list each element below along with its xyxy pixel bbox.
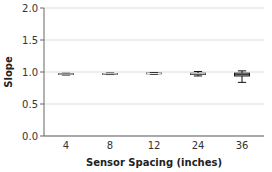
y-tick-label: 2.0 (22, 3, 38, 14)
y-tick (40, 8, 44, 9)
box (235, 73, 250, 76)
chart: 0.0 0.5 1.0 1.5 2.0 4 8 12 24 36 Sensor Spacing (i… (0, 0, 272, 172)
median (235, 74, 250, 75)
upper-cap (194, 71, 202, 72)
y-tick-label: 0.5 (22, 99, 38, 110)
grid-line (44, 72, 264, 73)
x-tick-label: 24 (192, 140, 205, 151)
y-tick (40, 136, 44, 137)
box-group (103, 73, 118, 75)
box-group (235, 71, 250, 83)
box (191, 73, 206, 74)
median (59, 74, 74, 75)
lower-cap (194, 75, 202, 76)
grid-line (44, 40, 264, 41)
box-group (147, 73, 162, 75)
lower-whisker (242, 76, 243, 82)
x-tick-label: 36 (236, 140, 249, 151)
median (147, 73, 162, 74)
lower-cap (238, 82, 246, 83)
y-tick-label: 1.5 (22, 35, 38, 46)
grid-line (44, 104, 264, 105)
box (103, 73, 118, 75)
x-tick-label: 12 (148, 140, 161, 151)
y-tick-label: 0.0 (22, 131, 38, 142)
x-axis (44, 136, 264, 137)
x-axis-label: Sensor Spacing (inches) (86, 157, 222, 168)
y-grid (44, 8, 264, 136)
x-tick-label: 8 (107, 140, 113, 151)
y-tick (40, 104, 44, 105)
box (147, 73, 162, 75)
grid-line (44, 136, 264, 137)
y-axis (44, 8, 45, 136)
y-tick (40, 72, 44, 73)
grid-line (44, 8, 264, 9)
upper-cap (238, 70, 246, 71)
y-tick (40, 40, 44, 41)
boxes (59, 71, 250, 83)
median (191, 73, 206, 74)
x-tick-label: 4 (63, 140, 69, 151)
y-axis-label: Slope (3, 56, 14, 88)
box (59, 73, 74, 75)
median (103, 73, 118, 74)
box-group (191, 71, 206, 75)
y-tick-label: 1.0 (22, 67, 38, 78)
box-group (59, 73, 74, 75)
